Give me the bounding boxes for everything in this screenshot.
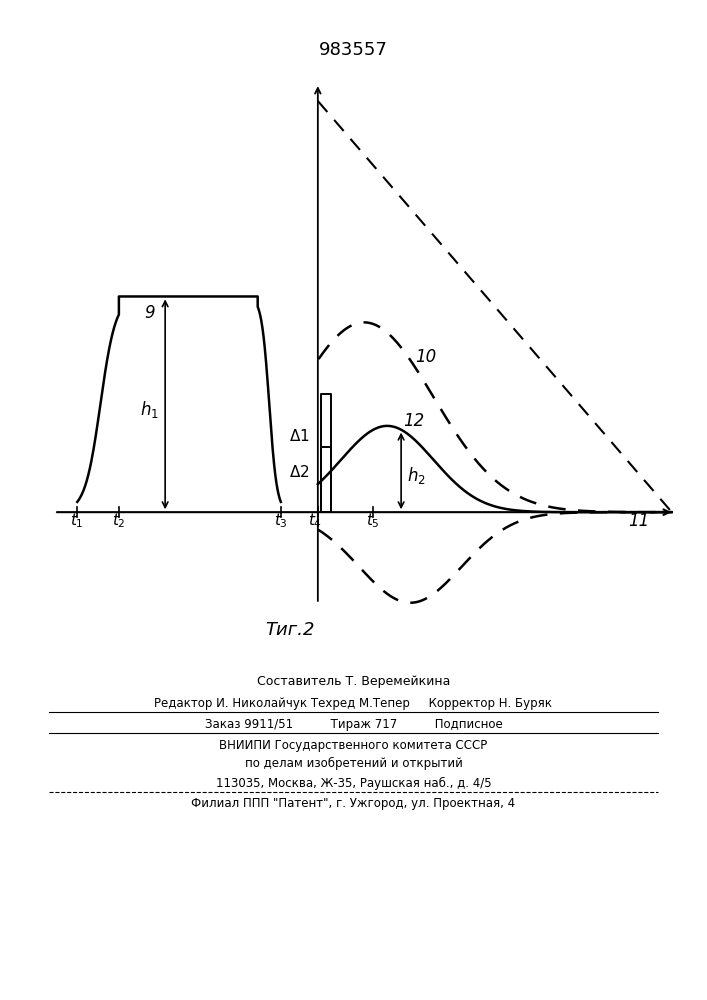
Text: 12: 12 <box>404 412 425 430</box>
Text: Редактор И. Николайчук Техред М.Тепер     Корректор Н. Буряк: Редактор И. Николайчук Техред М.Тепер Ко… <box>155 697 552 710</box>
Text: $t_4$: $t_4$ <box>308 512 322 530</box>
Text: 983557: 983557 <box>319 41 388 59</box>
Text: $t_2$: $t_2$ <box>112 512 126 530</box>
Text: 11: 11 <box>628 512 649 530</box>
Text: $\Delta 1$: $\Delta 1$ <box>289 428 310 444</box>
Text: Филиал ППП "Патент", г. Ужгород, ул. Проектная, 4: Филиал ППП "Патент", г. Ужгород, ул. Про… <box>192 797 515 810</box>
Text: 9: 9 <box>144 304 155 322</box>
Text: 10: 10 <box>415 348 436 366</box>
Text: по делам изобретений и открытий: по делам изобретений и открытий <box>245 757 462 770</box>
Text: Τиг.2: Τиг.2 <box>265 621 315 639</box>
Text: $t_3$: $t_3$ <box>274 512 288 530</box>
Text: $\Delta 2$: $\Delta 2$ <box>289 464 310 480</box>
Text: 113035, Москва, Ж-35, Раушская наб., д. 4/5: 113035, Москва, Ж-35, Раушская наб., д. … <box>216 777 491 790</box>
Text: $h_2$: $h_2$ <box>407 465 426 486</box>
Text: Заказ 9911/51          Тираж 717          Подписное: Заказ 9911/51 Тираж 717 Подписное <box>204 718 503 731</box>
Text: Составитель Т. Веремейкина: Составитель Т. Веремейкина <box>257 675 450 688</box>
Text: $h_1$: $h_1$ <box>140 399 158 420</box>
Text: $t_5$: $t_5$ <box>366 512 380 530</box>
Text: ВНИИПИ Государственного комитета СССР: ВНИИПИ Государственного комитета СССР <box>219 739 488 752</box>
Text: $t_1$: $t_1$ <box>71 512 84 530</box>
